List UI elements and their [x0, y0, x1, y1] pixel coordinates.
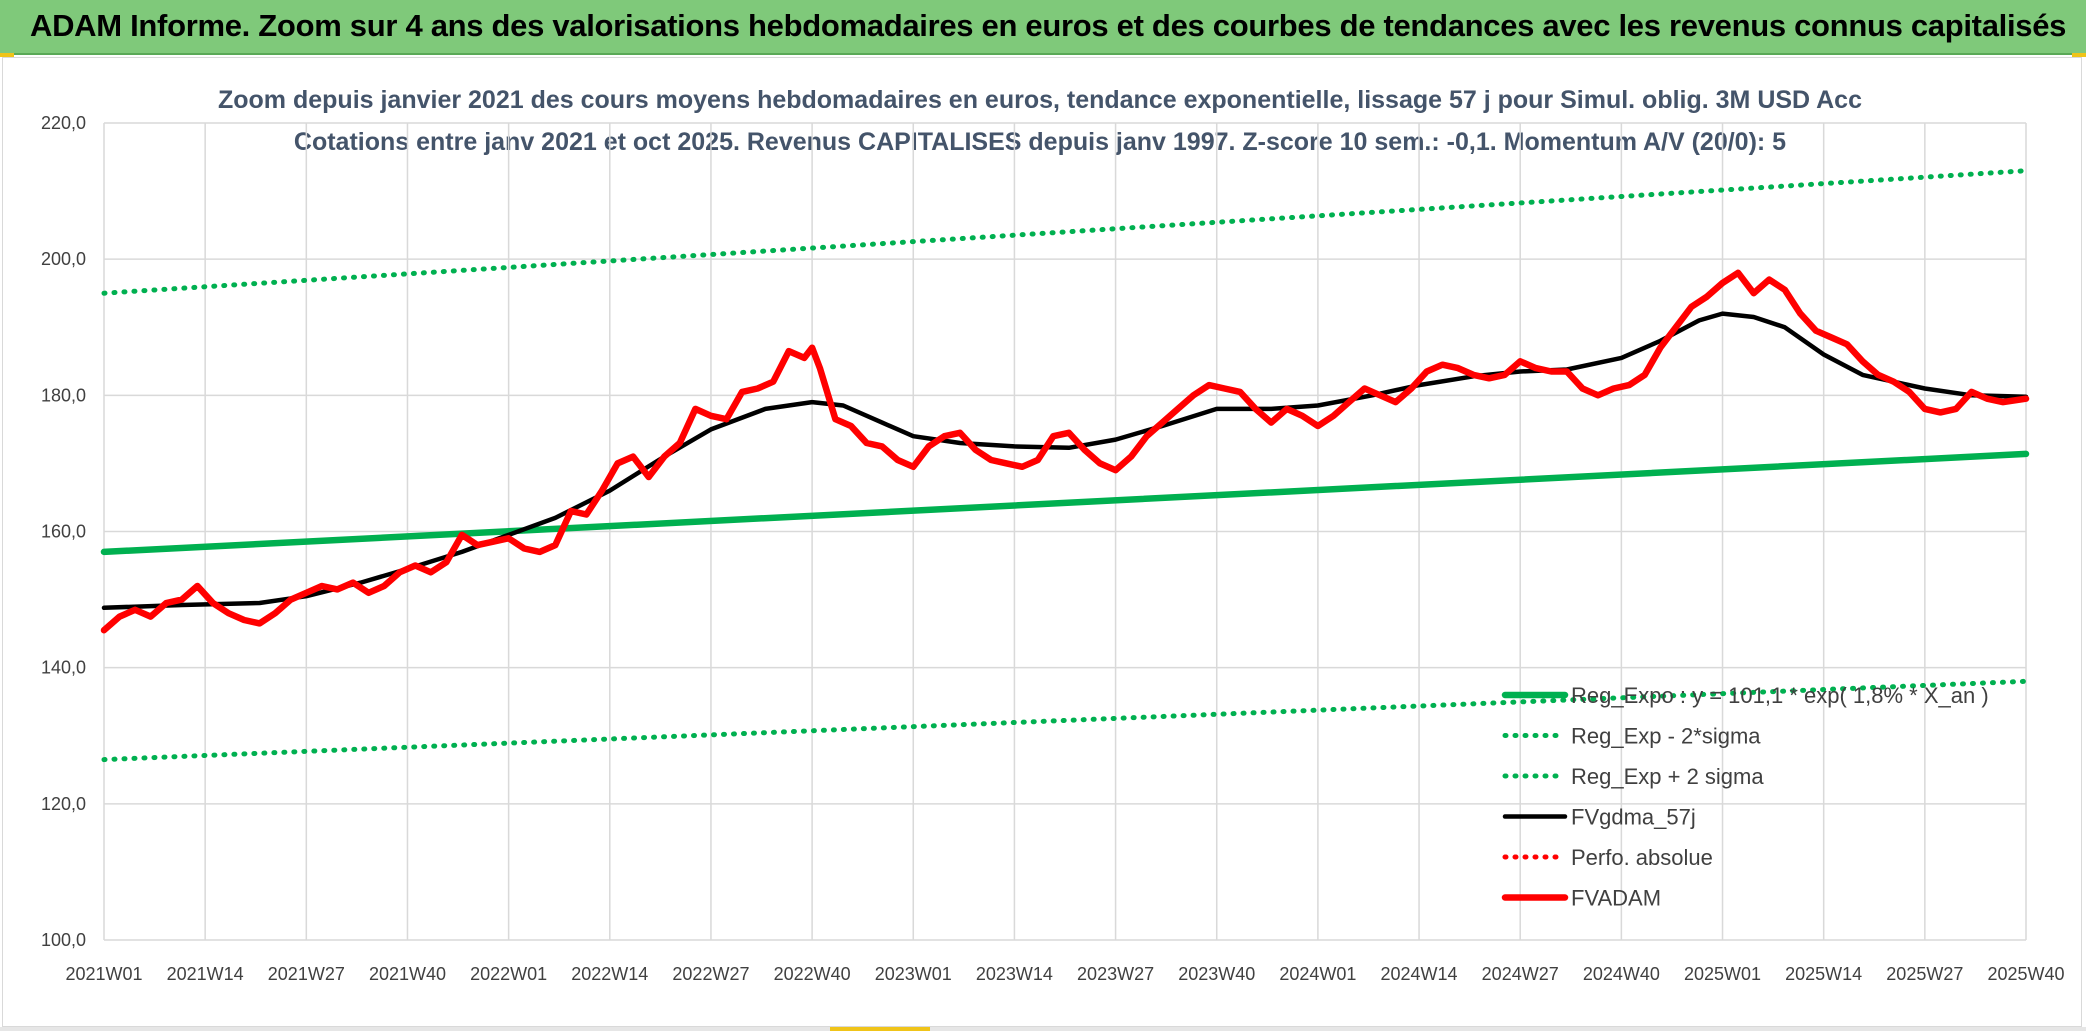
series-line-reg-exp-2-sigma [101, 678, 2029, 763]
legend-label-reg-expo-y-101-1-exp-1-8-x-an: Reg_Expo : y = 101,1 * exp( 1,8% * X_an … [1571, 683, 1989, 708]
x-axis-ticks: 2021W01 2021W14 2021W27 2021W40 2022W01 2022W… [65, 964, 2064, 984]
legend-label-fvgdma-57j: FVgdma_57j [1571, 805, 1696, 830]
y-tick-label: 180,0 [41, 385, 86, 405]
x-tick-label: 2025W01 [1684, 964, 1761, 984]
x-tick-label: 2021W01 [65, 964, 142, 984]
y-axis-ticks: 100,0 120,0 140,0 160,0 180,0 200,0 220,0 [41, 113, 86, 950]
chart-subtitle: Cotations entre janv 2021 et oct 2025. R… [294, 128, 1786, 156]
x-tick-label: 2023W14 [976, 964, 1053, 984]
bottom-bar [0, 1027, 2086, 1031]
y-tick-label: 140,0 [41, 658, 86, 678]
x-tick-label: 2022W40 [774, 964, 851, 984]
x-tick-label: 2024W01 [1279, 964, 1356, 984]
legend-label-perfo-absolue: Perfo. absolue [1571, 845, 1713, 870]
x-tick-label: 2025W40 [1987, 964, 2064, 984]
x-tick-label: 2023W27 [1077, 964, 1154, 984]
chart-title: Zoom depuis janvier 2021 des cours moyen… [218, 86, 1862, 114]
banner-title: ADAM Informe. Zoom sur 4 ans des valoris… [30, 8, 2067, 43]
x-tick-label: 2024W27 [1482, 964, 1559, 984]
x-tick-label: 2022W14 [571, 964, 648, 984]
legend-label-fvadam: FVADAM [1571, 886, 1661, 911]
x-tick-label: 2024W14 [1381, 964, 1458, 984]
x-tick-label: 2022W01 [470, 964, 547, 984]
x-tick-label: 2025W27 [1886, 964, 1963, 984]
grid [103, 122, 2027, 941]
x-tick-label: 2021W40 [369, 964, 446, 984]
x-tick-label: 2023W01 [875, 964, 952, 984]
legend: Reg_Expo : y = 101,1 * exp( 1,8% * X_an … [1501, 683, 1989, 911]
y-tick-label: 160,0 [41, 522, 86, 542]
y-tick-label: 100,0 [41, 930, 86, 950]
banner: ADAM Informe. Zoom sur 4 ans des valoris… [0, 0, 2086, 55]
series-line-reg-expo-y-101-1-exp-1-8-x-an [100, 450, 2030, 556]
chart-frame [2, 57, 2082, 1027]
series-line-reg-exp-2-sigma [101, 168, 2029, 296]
legend-label-reg-exp-2-sigma: Reg_Exp + 2 sigma [1571, 764, 1764, 789]
x-tick-label: 2025W14 [1785, 964, 1862, 984]
x-tick-label: 2023W40 [1178, 964, 1255, 984]
corner-accent-right [2072, 53, 2086, 57]
series-group [100, 168, 2030, 763]
x-tick-label: 2022W27 [672, 964, 749, 984]
y-tick-label: 120,0 [41, 794, 86, 814]
series-line-fvgdma-57j [101, 311, 2029, 611]
legend-label-reg-exp-2-sigma: Reg_Exp - 2*sigma [1571, 724, 1761, 749]
y-tick-label: 200,0 [41, 249, 86, 269]
bottom-accent [830, 1027, 930, 1031]
series-line-fvadam [100, 269, 2030, 634]
y-tick-label: 220,0 [41, 113, 86, 133]
corner-accent-left [0, 53, 14, 57]
x-tick-label: 2024W40 [1583, 964, 1660, 984]
x-tick-label: 2021W27 [268, 964, 345, 984]
x-tick-label: 2021W14 [167, 964, 244, 984]
